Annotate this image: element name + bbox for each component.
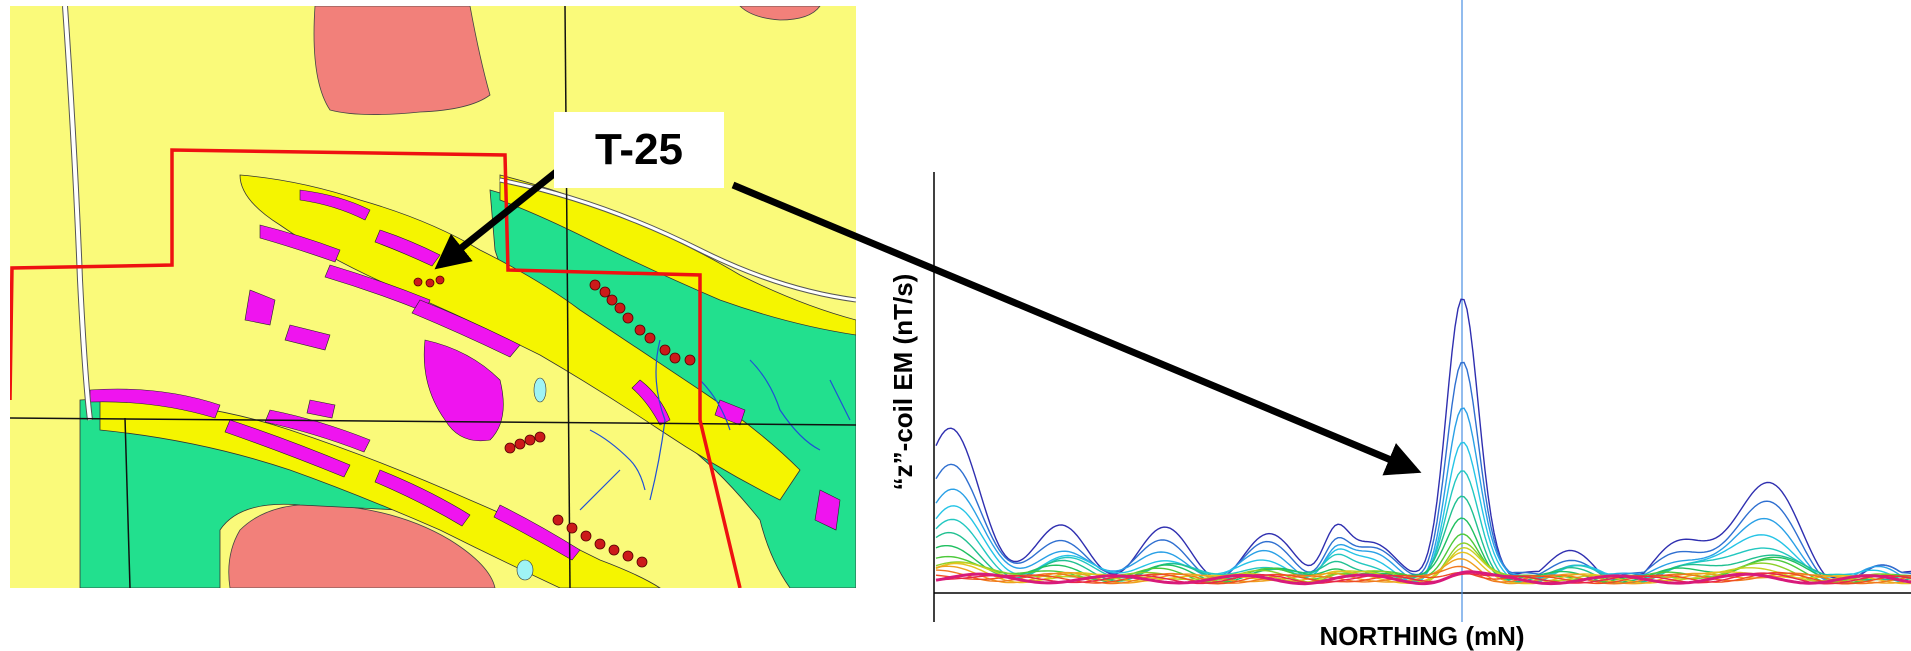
lake [516,559,534,581]
drill-points [413,275,696,568]
em-profile-chart: NORTHING (mN) “z”-coil EM (nT/s) [888,0,1911,651]
salmon-unit-top [313,6,491,115]
callout-label: T-25 [595,125,683,174]
callout-arrow-to-map [434,162,568,270]
road-fill [63,6,92,421]
em-channel-14 [935,571,1911,585]
road-east-fill [499,178,856,302]
callout-arrow-to-chart [731,181,1422,476]
y-axis-label: “z”-coil EM (nT/s) [888,274,918,491]
streams [579,339,851,511]
grid-lines [10,6,856,588]
x-axis-label: NORTHING (mN) [1319,621,1524,651]
em-channel-16 [935,570,1911,586]
claim-boundary [10,148,742,588]
yellow-belt-lower [99,399,661,588]
em-channels [935,298,1911,586]
magenta-units [89,189,841,561]
salmon-unit-topright [739,6,821,21]
t25-callout: T-25 [434,112,1422,476]
callout-box [554,112,724,188]
lake [533,377,547,403]
geology-map [10,6,856,588]
em-channel-1 [935,298,1911,581]
em-channel-3 [935,407,1911,582]
